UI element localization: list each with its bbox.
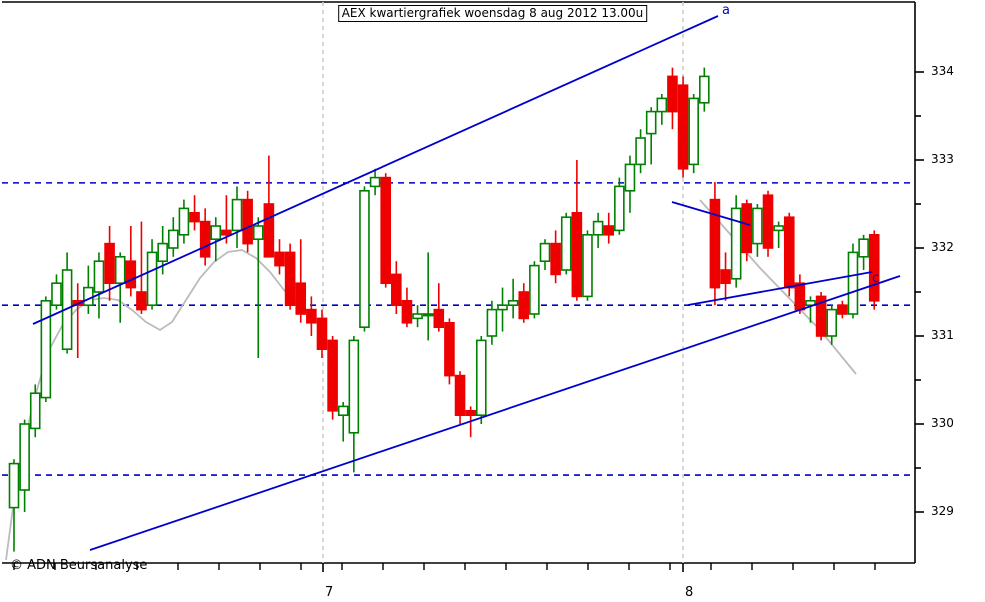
candle-body xyxy=(847,251,859,315)
candle-body xyxy=(189,212,200,223)
copyright-notice: © ADN Beursanalyse xyxy=(10,558,148,573)
candle-body xyxy=(752,207,763,245)
candle-body xyxy=(380,176,392,285)
candle-body xyxy=(550,242,561,276)
candle-body xyxy=(582,234,593,298)
trendline-wedge-lower xyxy=(687,271,873,306)
candle-body xyxy=(603,225,615,236)
y-axis-label: 330 xyxy=(931,416,954,430)
candle-body xyxy=(783,216,795,289)
y-axis-label: 331 xyxy=(931,328,954,342)
y-axis-label: 334 xyxy=(931,64,954,78)
candle-body xyxy=(444,321,455,377)
chart-title: AEX kwartiergrafiek woensdag 8 aug 2012 … xyxy=(337,5,648,22)
candle-body xyxy=(614,185,625,232)
candle-body xyxy=(454,374,466,417)
candle-body xyxy=(826,308,838,337)
candle-body xyxy=(688,97,699,166)
candle-body xyxy=(146,251,158,306)
candle-body xyxy=(805,299,816,306)
trendline-label-c: c xyxy=(872,271,880,286)
candle-body xyxy=(773,225,784,232)
candle-body xyxy=(168,229,179,249)
candle-body xyxy=(412,313,423,320)
candle-body xyxy=(858,238,869,258)
candle-body xyxy=(465,409,476,416)
candle-body xyxy=(507,299,519,306)
candle-body xyxy=(231,198,243,232)
candle-body xyxy=(730,207,742,280)
trendline-label-a: a xyxy=(722,3,730,18)
candle-body xyxy=(868,234,880,302)
candle-body xyxy=(157,242,168,263)
candle-body xyxy=(136,291,147,311)
candle-body xyxy=(475,339,487,416)
candle-body xyxy=(40,299,52,399)
trendline-wedge-upper xyxy=(671,201,751,226)
candle-body xyxy=(720,269,731,284)
candle-body xyxy=(327,339,338,412)
candle-body xyxy=(210,225,222,240)
candle-body xyxy=(497,304,508,311)
candle-body xyxy=(359,190,370,328)
candle-body xyxy=(114,255,126,284)
candle-body xyxy=(104,242,115,285)
candle-body xyxy=(815,295,827,337)
candle-body xyxy=(221,229,232,236)
candle-body xyxy=(401,299,413,324)
y-axis-label: 332 xyxy=(931,240,954,254)
candle-body xyxy=(284,251,296,306)
candle-body xyxy=(29,392,41,430)
candle-body xyxy=(263,203,275,258)
candle-body xyxy=(837,304,848,315)
candle-body xyxy=(422,313,434,317)
candle-body xyxy=(348,339,360,434)
candle-body xyxy=(178,207,190,236)
x-axis-label: 8 xyxy=(685,585,694,600)
candle-body xyxy=(8,462,20,509)
candle-body xyxy=(529,264,540,315)
candle-body xyxy=(539,242,551,263)
candle-body xyxy=(93,260,105,293)
candle-body xyxy=(645,110,657,135)
candle-body xyxy=(433,308,445,329)
candle-body xyxy=(624,163,636,192)
candle-body xyxy=(369,176,381,188)
candle-body xyxy=(295,282,307,315)
candle-body xyxy=(741,203,753,254)
candle-body xyxy=(51,282,62,307)
candle-body xyxy=(571,212,583,298)
candle-body xyxy=(83,286,94,307)
candle-body xyxy=(762,194,774,249)
candle-body xyxy=(677,84,689,170)
x-axis-label: 7 xyxy=(325,585,334,600)
candle-body xyxy=(698,75,710,104)
y-axis-label: 333 xyxy=(931,152,954,166)
candle-body xyxy=(306,308,317,324)
candle-body xyxy=(199,220,211,258)
candle-body xyxy=(667,75,678,113)
candle-body xyxy=(518,291,530,320)
candle-body xyxy=(337,405,349,416)
moving-average-line xyxy=(699,199,857,375)
candle-body xyxy=(391,273,402,306)
candle-body xyxy=(656,97,668,113)
candle-body xyxy=(635,137,646,166)
y-axis-label: 329 xyxy=(931,504,954,518)
candle-body xyxy=(252,225,264,240)
candle-body xyxy=(794,282,806,311)
candle-body xyxy=(592,220,604,236)
candle-body xyxy=(125,260,137,289)
candle-body xyxy=(242,198,253,245)
trendline-upper-channel xyxy=(32,15,719,325)
candle-body xyxy=(316,317,328,350)
trendline-lower-channel xyxy=(89,275,901,551)
candle-body xyxy=(486,308,498,337)
candle-body xyxy=(560,216,572,271)
candle-body xyxy=(274,251,285,267)
candle-body xyxy=(19,423,30,491)
candle-body xyxy=(709,198,721,289)
